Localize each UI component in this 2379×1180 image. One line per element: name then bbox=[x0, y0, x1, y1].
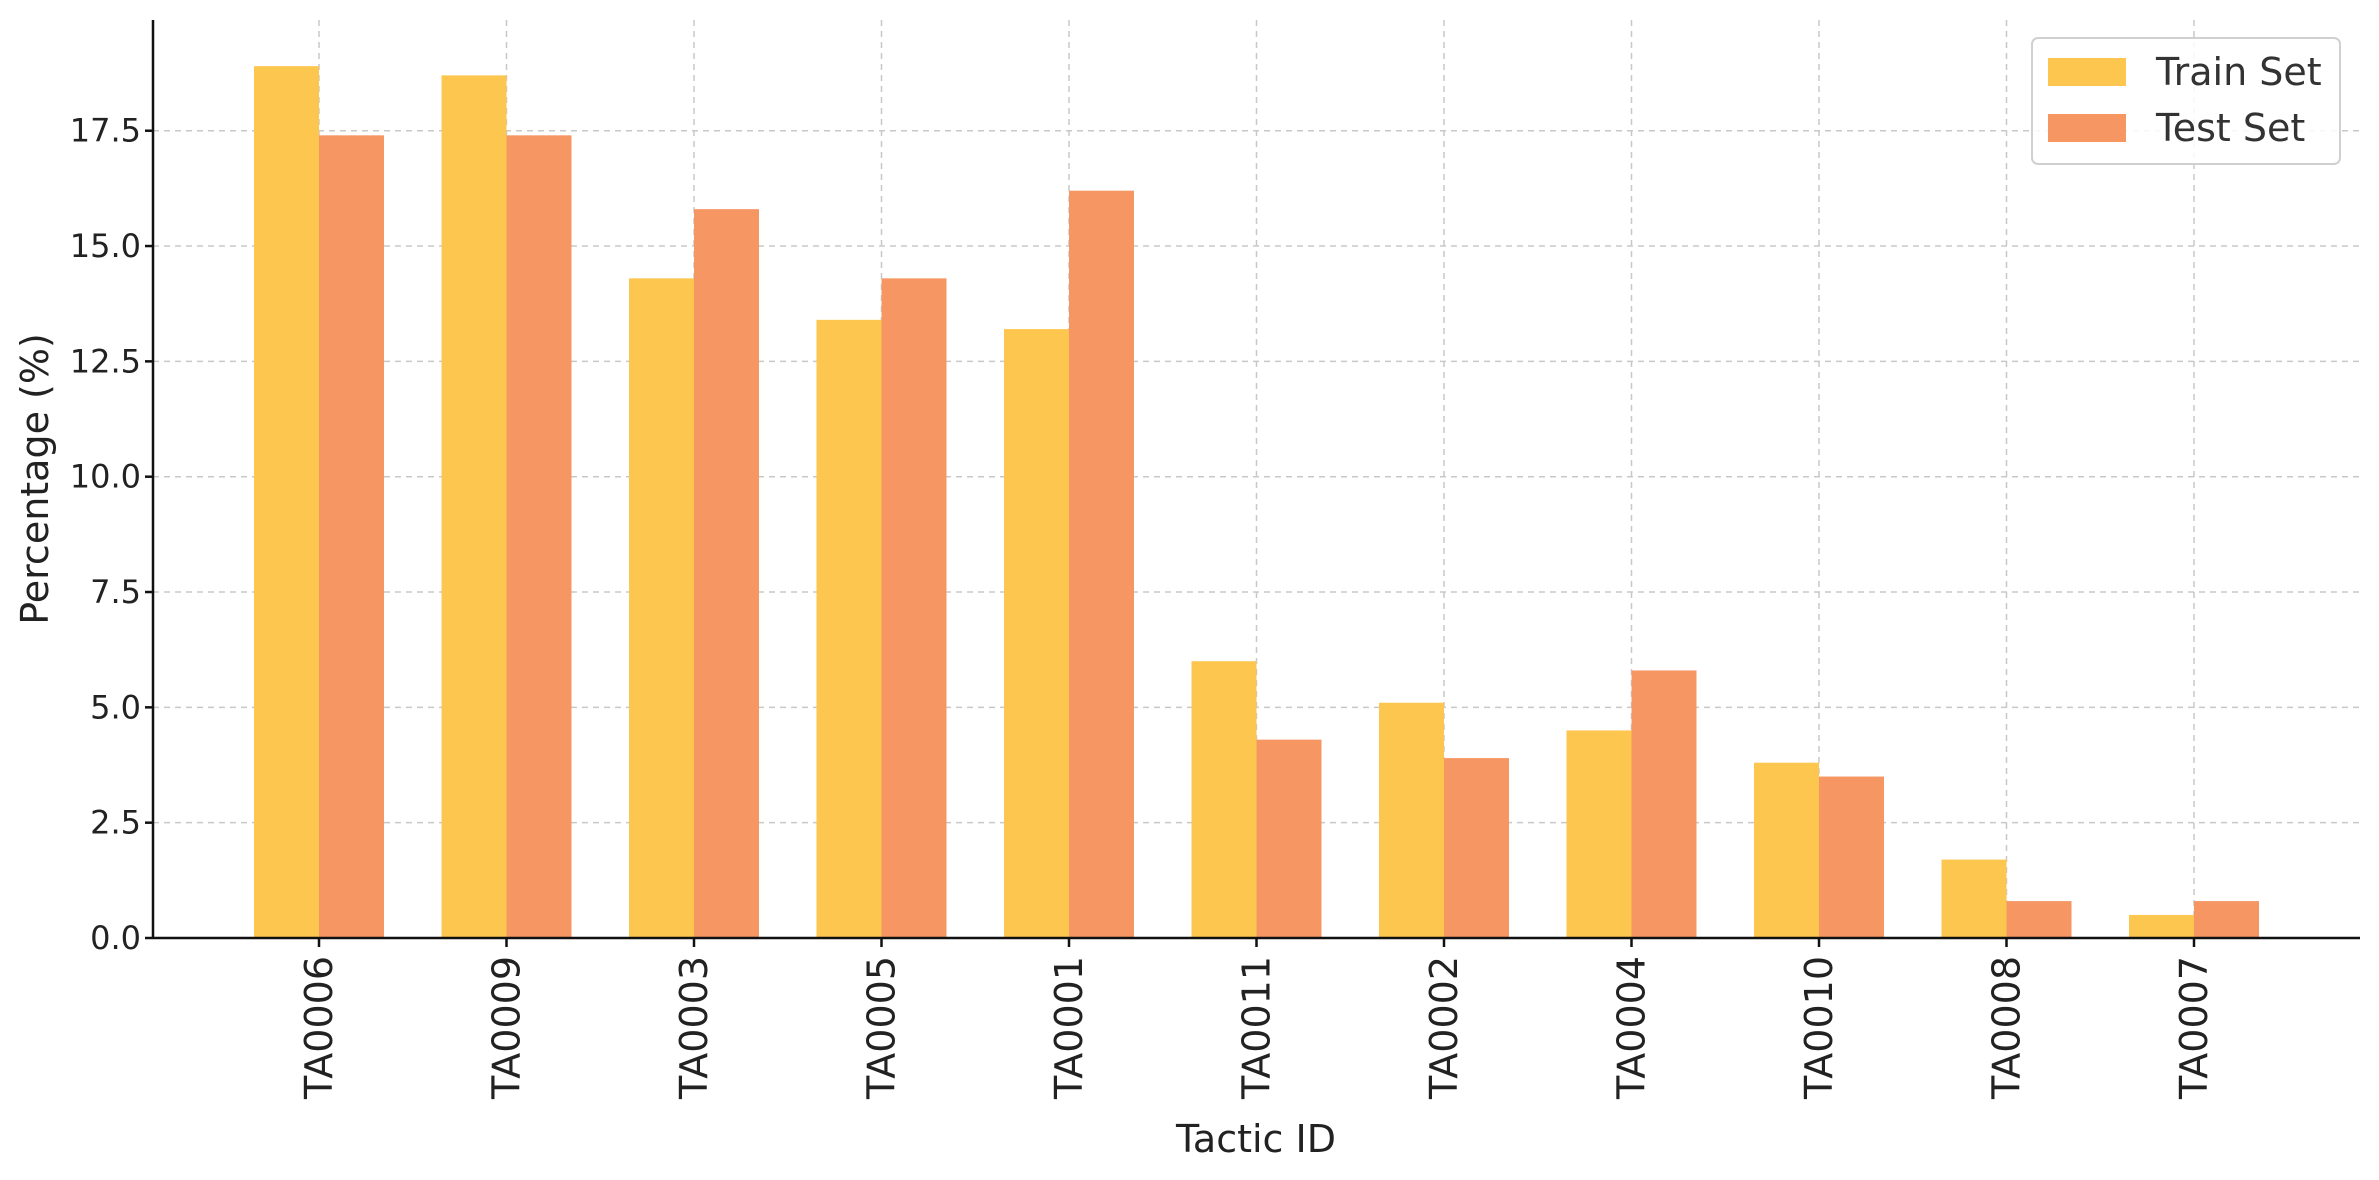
bar-train-set-ta0010 bbox=[1754, 762, 1819, 938]
tick-labels: 0.0 2.5 5.0 7.5 10.0 12.5 15.0 17.5 TA0006 TA0009… bbox=[70, 112, 2216, 1100]
legend-label-test-set: Test Set bbox=[2155, 106, 2305, 150]
bar-test-set-ta0006 bbox=[319, 135, 384, 938]
legend-swatch-train-set bbox=[2048, 58, 2126, 86]
bar-test-set-ta0003 bbox=[694, 209, 759, 938]
y-tick-label: 12.5 bbox=[70, 342, 141, 380]
y-tick-label: 5.0 bbox=[90, 688, 141, 726]
x-tick-label-ta0011: TA0011 bbox=[1235, 956, 1279, 1100]
bar-test-set-ta0010 bbox=[1819, 776, 1884, 938]
bar-train-set-ta0006 bbox=[254, 66, 319, 938]
x-tick-label-ta0001: TA0001 bbox=[1047, 956, 1091, 1100]
y-tick-label: 17.5 bbox=[70, 112, 141, 150]
bars bbox=[254, 66, 2259, 938]
x-tick-label-ta0008: TA0008 bbox=[1985, 956, 2029, 1100]
x-tick-label-ta0003: TA0003 bbox=[672, 956, 716, 1100]
bar-train-set-ta0008 bbox=[1941, 859, 2007, 938]
y-tick-label: 0.0 bbox=[90, 919, 141, 957]
bar-train-set-ta0007 bbox=[2129, 914, 2194, 938]
bar-train-set-ta0002 bbox=[1379, 702, 1444, 938]
bar-test-set-ta0005 bbox=[881, 278, 947, 938]
x-tick-label-ta0007: TA0007 bbox=[2172, 956, 2216, 1100]
bar-train-set-ta0011 bbox=[1191, 661, 1257, 938]
x-tick-label-ta0004: TA0004 bbox=[1610, 956, 1654, 1100]
x-tick-label-ta0002: TA0002 bbox=[1422, 956, 1466, 1100]
bar-test-set-ta0007 bbox=[2194, 901, 2259, 938]
x-tick-label-ta0005: TA0005 bbox=[860, 956, 904, 1100]
bar-train-set-ta0005 bbox=[816, 319, 882, 938]
x-tick-label-ta0006: TA0006 bbox=[297, 956, 341, 1100]
bar-train-set-ta0001 bbox=[1004, 329, 1069, 938]
bar-test-set-ta0008 bbox=[2006, 901, 2072, 938]
bar-test-set-ta0011 bbox=[1256, 739, 1322, 938]
y-tick-label: 15.0 bbox=[70, 227, 141, 265]
y-tick-label: 7.5 bbox=[90, 573, 141, 611]
x-tick-label-ta0009: TA0009 bbox=[485, 956, 529, 1100]
bar-test-set-ta0001 bbox=[1069, 190, 1134, 938]
legend-swatch-test-set bbox=[2048, 114, 2126, 142]
bar-train-set-ta0003 bbox=[629, 278, 694, 938]
bar-train-set-ta0009 bbox=[441, 75, 507, 938]
x-axis-label: Tactic ID bbox=[1175, 1117, 1336, 1161]
bar-test-set-ta0004 bbox=[1631, 670, 1697, 938]
y-axis-label: Percentage (%) bbox=[13, 333, 57, 625]
legend-label-train-set: Train Set bbox=[2155, 50, 2322, 94]
bar-train-set-ta0004 bbox=[1566, 730, 1632, 938]
bar-test-set-ta0002 bbox=[1444, 758, 1509, 938]
bar-test-set-ta0009 bbox=[506, 135, 572, 938]
y-tick-label: 2.5 bbox=[90, 804, 141, 842]
x-tick-label-ta0010: TA0010 bbox=[1797, 956, 1841, 1100]
y-tick-label: 10.0 bbox=[70, 458, 141, 496]
legend: Train Set Test Set bbox=[2031, 37, 2341, 165]
